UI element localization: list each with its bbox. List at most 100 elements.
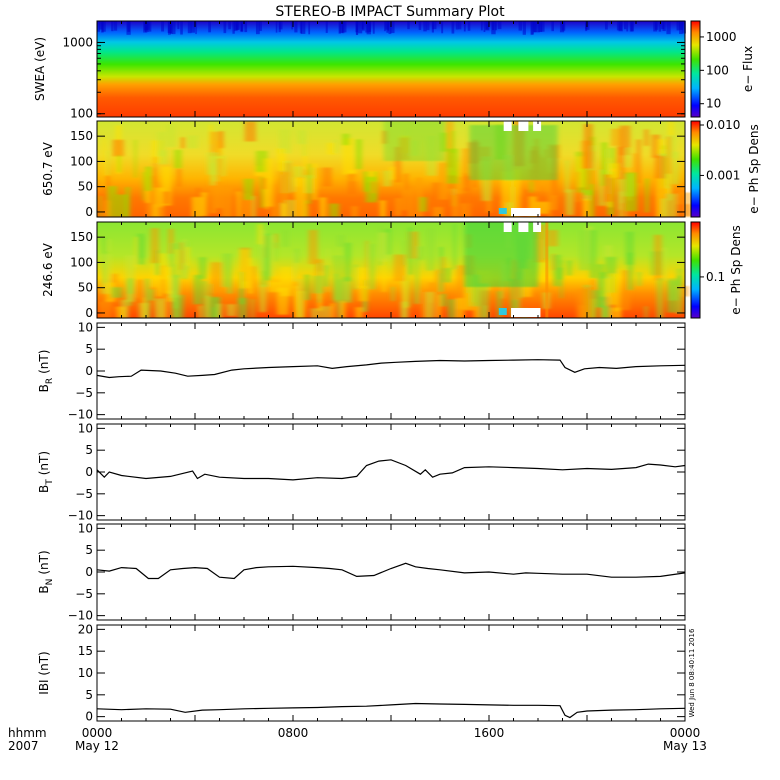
pad650-texture-streak	[645, 178, 649, 213]
pad246-texture-streak	[447, 299, 456, 318]
pad650-texture-streak	[265, 176, 269, 210]
swea-texture-streak	[308, 21, 311, 35]
pad246-colorbar-ticks: 0.1	[700, 270, 725, 284]
pad650-texture-streak	[278, 129, 291, 154]
pad246-texture-streak	[101, 254, 112, 294]
pad246-texture-streak	[566, 260, 572, 276]
swea-texture-streak	[366, 21, 371, 35]
swea-texture-streak	[362, 21, 365, 31]
bmag-y-axis: 0 5 10 15 20	[78, 622, 685, 724]
swea-texture-streak	[275, 21, 278, 33]
pad246-texture-streak	[127, 278, 134, 294]
swea-texture-streak	[604, 21, 608, 30]
pad246-texture-streak	[198, 305, 203, 318]
pad650-texture-streak	[255, 150, 268, 173]
swea-texture-streak	[325, 21, 328, 33]
swea-texture-streak	[342, 21, 347, 33]
swea-texture-streak	[518, 21, 522, 31]
pad246-texture-streak	[425, 291, 435, 318]
swea-texture-streak	[369, 21, 372, 32]
pad246-texture-streak	[497, 291, 502, 318]
pad246-texture-streak	[298, 278, 303, 318]
pad650-texture-streak	[451, 195, 459, 217]
swea-texture-streak	[259, 21, 262, 31]
swea-texture-streak	[208, 21, 211, 33]
footer-time-label: 0000	[670, 726, 701, 740]
pad650-data-gap	[503, 121, 512, 131]
pad246-texture-streak	[667, 278, 679, 301]
bt-ylabel-main: B	[37, 485, 51, 493]
panel-bmag: 0 5 10 15 20 IBI (nT) Wed Jun 8 08:40:11 201…	[37, 622, 696, 723]
pad246-texture-streak	[437, 295, 441, 318]
pad650-texture-streak	[307, 163, 311, 204]
swea-texture-streak	[681, 21, 686, 34]
pad246-texture-streak	[653, 234, 662, 281]
swea-texture-streak	[358, 21, 363, 34]
bt-y-tick-label: 10	[78, 421, 93, 435]
pad650-texture-streak	[370, 181, 376, 194]
swea-texture-streak	[127, 21, 131, 32]
bn-frame	[96, 523, 686, 621]
swea-texture-streak	[551, 21, 554, 32]
bt-y-tick-label: 0	[85, 465, 93, 479]
pad246-texture-streak	[435, 269, 440, 318]
bt-x-ticks	[96, 424, 686, 520]
pad650-texture-streak	[501, 171, 513, 216]
footer-date-label: May 13	[663, 739, 707, 753]
pad246-y-axis: 0 50 100 150	[70, 230, 685, 320]
br-ylabel-main: B	[37, 384, 51, 392]
pad650-texture-streak	[342, 133, 350, 146]
bt-frame	[96, 423, 686, 521]
pad650-colorbar	[690, 120, 701, 218]
swea-texture-streak	[491, 21, 496, 35]
pad246-texture-streak	[589, 289, 597, 318]
pad246-texture-streak	[137, 233, 145, 265]
pad650-texture-streak	[576, 156, 588, 188]
pad246-texture-streak	[150, 228, 160, 264]
bt-y-tick-label: 5	[85, 443, 93, 457]
pad650-texture-streak	[644, 129, 649, 146]
pad650-texture-streak	[283, 199, 295, 217]
pad246-texture-streak	[280, 266, 293, 297]
bn-ylabel-main: B	[37, 585, 51, 593]
swea-texture-streak	[147, 21, 150, 30]
bmag-x-ticks	[96, 625, 686, 721]
pad650-texture-streak	[564, 160, 570, 193]
pad246-texture-streak	[136, 279, 145, 298]
pad650-texture-streak	[351, 206, 358, 217]
pad650-texture-streak	[153, 167, 156, 185]
pad246-texture-streak	[182, 239, 187, 278]
swea-colorbar-ticks: 10 100 1000	[700, 30, 737, 111]
bn-x-ticks	[96, 524, 686, 620]
swea-texture-streak	[676, 21, 680, 31]
pad246-texture-streak	[636, 271, 642, 286]
pad246-texture-streak	[107, 238, 111, 252]
pad650-texture-streak	[157, 207, 166, 217]
bn-ylabel-sub: N	[45, 579, 55, 586]
pad650-texture-streak	[116, 194, 128, 217]
pad246-variations	[98, 222, 690, 318]
swea-texture-streak	[441, 21, 444, 34]
pad650-texture-streak	[281, 203, 287, 217]
pad650-colorbar-tick-label: 0.010	[706, 118, 740, 132]
pad650-texture-streak	[661, 198, 667, 217]
br-series-line	[96, 359, 686, 379]
swea-y-tick-label: 1000	[62, 35, 93, 49]
pad650-colorbar-tick-label: 0.001	[706, 168, 740, 182]
swea-colorbar	[690, 20, 701, 118]
pad246-texture-streak	[478, 283, 489, 318]
panel-bn: −10 −5 0 5 10 BN (nT)	[37, 521, 686, 623]
pad246-texture-streak	[391, 286, 395, 302]
footer-time-label: 0800	[278, 726, 309, 740]
pad246-data-gap	[503, 222, 512, 232]
br-ylabel-unit: (nT)	[37, 350, 51, 374]
footer-year: 2007	[8, 739, 39, 753]
pad650-texture-streak	[174, 149, 182, 169]
bt-ylabel-sub: T	[45, 479, 55, 486]
swea-texture-streak	[585, 21, 588, 32]
pad650-texture-streak	[307, 205, 313, 217]
pad246-texture-streak	[676, 268, 683, 314]
swea-texture-streak	[148, 21, 152, 32]
pad650-texture-streak	[152, 187, 164, 217]
pad650-texture-streak	[252, 195, 256, 217]
